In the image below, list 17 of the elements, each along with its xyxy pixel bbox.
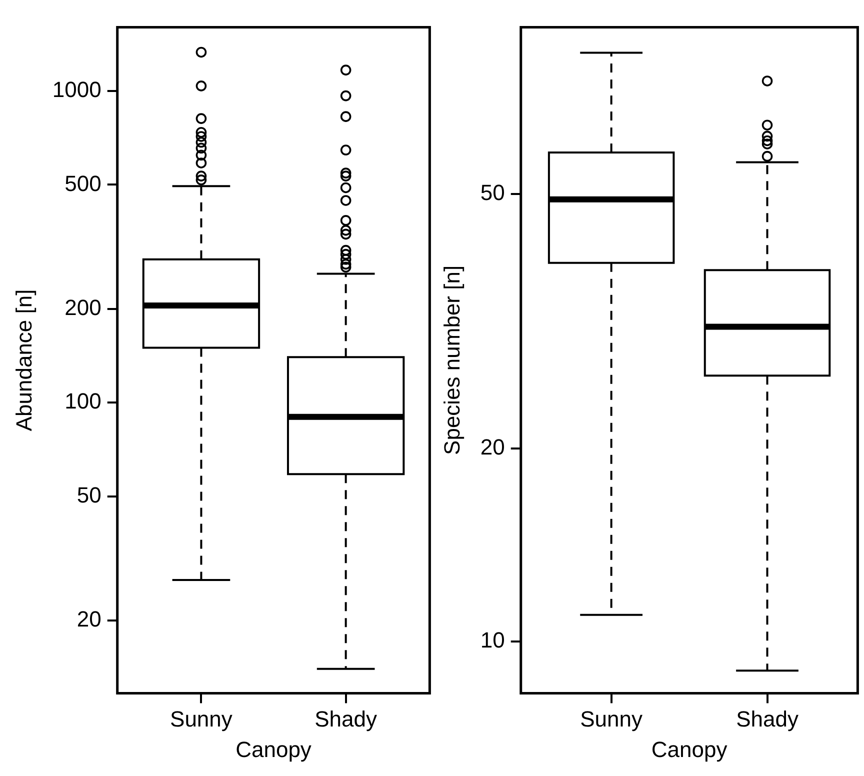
x-tick-label: Sunny xyxy=(170,706,232,732)
x-axis-title: Canopy xyxy=(651,736,728,762)
y-tick-label: 200 xyxy=(64,294,102,320)
y-tick-label: 100 xyxy=(64,388,102,414)
y-tick-label: 20 xyxy=(480,434,505,460)
y-tick-label: 20 xyxy=(76,606,102,632)
y-tick-label: 10 xyxy=(480,627,505,652)
y-axis-title: Species number [n] xyxy=(439,265,464,455)
y-tick-label: 500 xyxy=(64,170,102,196)
y-tick-label: 1000 xyxy=(52,76,102,102)
x-tick-label: Shady xyxy=(736,706,798,732)
y-tick-label: 50 xyxy=(480,180,505,205)
y-axis-title: Abundance [n] xyxy=(11,289,36,432)
x-tick-label: Sunny xyxy=(580,706,643,732)
x-tick-label: Shady xyxy=(314,706,378,732)
x-axis-title: Canopy xyxy=(236,736,312,762)
y-tick-label: 50 xyxy=(76,482,102,508)
